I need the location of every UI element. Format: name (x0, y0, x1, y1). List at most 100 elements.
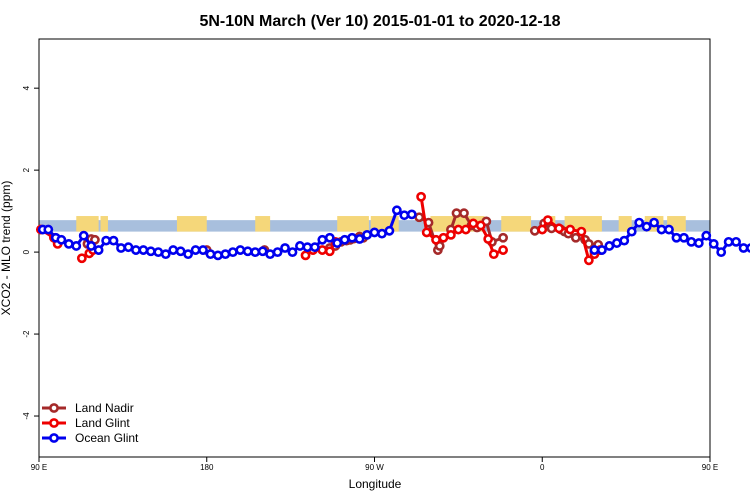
data-point (63, 239, 74, 249)
data-point (108, 235, 119, 246)
data-point (542, 215, 553, 226)
data-point (227, 247, 238, 257)
data-point (611, 238, 622, 248)
data-point (250, 247, 261, 257)
legend-marker (49, 433, 59, 443)
data-point (287, 247, 298, 257)
data-point (537, 224, 548, 235)
data-point (468, 218, 479, 229)
series-line-segment (419, 196, 429, 233)
x-tick-label: 90 E (31, 463, 47, 472)
data-point (280, 243, 290, 253)
x-tick-label: 90 E (702, 463, 718, 472)
data-point (138, 245, 149, 255)
data-point (498, 232, 509, 243)
data-point (78, 230, 89, 241)
y-tick-label: -2 (22, 330, 31, 338)
x-tick-label: 90 W (365, 463, 384, 472)
data-point (317, 245, 328, 255)
data-point (71, 241, 82, 251)
data-point (213, 250, 223, 261)
legend-marker (49, 403, 59, 413)
data-point (438, 232, 449, 243)
data-point (272, 247, 283, 257)
data-point (414, 212, 425, 223)
data-point (354, 234, 365, 244)
data-point (362, 229, 372, 240)
land-region (76, 216, 99, 232)
land-region (255, 216, 271, 232)
data-point (671, 232, 682, 243)
data-point (460, 224, 471, 235)
data-point (656, 224, 667, 235)
data-point (43, 224, 54, 235)
data-point (332, 238, 343, 248)
data-point (406, 209, 417, 220)
data-point (324, 232, 335, 243)
x-tick-label: 0 (540, 463, 545, 472)
series-layer (35, 191, 750, 266)
data-point (679, 232, 689, 243)
data-point (145, 246, 156, 257)
data-point (431, 234, 441, 245)
data-point (619, 235, 630, 246)
data-point (565, 224, 576, 235)
data-point (384, 225, 395, 236)
data-point (716, 247, 727, 257)
land-region (337, 216, 369, 232)
series-line-segment (579, 231, 591, 261)
data-point (693, 238, 704, 248)
data-point (101, 235, 111, 246)
data-point (242, 246, 253, 257)
y-tick-label: 4 (22, 85, 31, 90)
legend-label: Ocean Glint (75, 431, 139, 445)
chart-title: 5N-10N March (Ver 10) 2015-01-01 to 2020… (199, 13, 560, 30)
data-point (377, 228, 387, 239)
data-point (641, 221, 652, 232)
legend-marker (49, 418, 59, 428)
data-point (86, 241, 97, 251)
data-point (190, 245, 201, 255)
land-region (176, 216, 207, 232)
data-point (324, 246, 335, 257)
data-point (347, 232, 358, 243)
data-point (175, 246, 186, 257)
data-point (421, 227, 432, 238)
land-region (100, 216, 108, 232)
data-point (446, 229, 456, 240)
x-ticks: 90 E 180 90 W 0 90 E (31, 457, 718, 472)
data-point (738, 243, 749, 253)
series-ocean-glint (37, 205, 750, 261)
data-point (56, 234, 67, 245)
legend-label: Land Glint (75, 416, 130, 430)
data-point (153, 247, 164, 257)
data-point (265, 249, 276, 260)
data-point (416, 191, 426, 202)
data-point (317, 234, 328, 245)
data-point (451, 208, 462, 219)
data-point (93, 245, 104, 255)
data-point (708, 239, 719, 249)
data-point (220, 249, 231, 260)
y-tick-label: -4 (22, 412, 31, 420)
data-point (475, 220, 486, 231)
y-axis-label: XCO2 - MLO trend (ppm) (0, 181, 13, 316)
data-point (686, 236, 697, 247)
y-tick-label: 0 (22, 249, 31, 254)
data-point (498, 245, 509, 255)
data-point (302, 242, 313, 253)
data-point (300, 250, 311, 261)
data-point (626, 226, 637, 237)
data-point (649, 217, 659, 228)
data-point (391, 205, 402, 216)
x-tick-label: 180 (200, 463, 214, 472)
data-point (453, 224, 464, 235)
data-point (554, 223, 564, 234)
data-point (723, 236, 734, 247)
land-region (501, 216, 532, 232)
data-point (399, 210, 410, 221)
data-point (576, 226, 587, 237)
data-point (257, 246, 268, 257)
data-point (731, 236, 741, 247)
data-point (123, 242, 134, 253)
